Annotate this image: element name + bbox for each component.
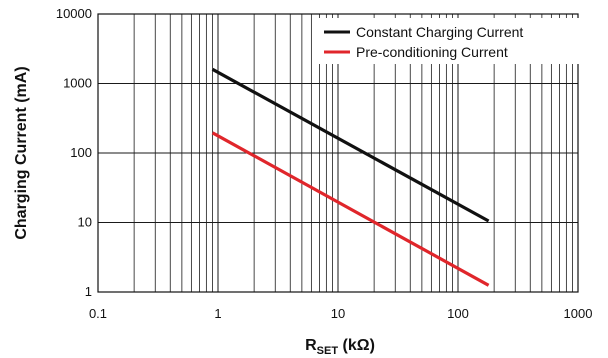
legend-label-preconditioning: Pre-conditioning Current bbox=[356, 44, 508, 60]
legend-box bbox=[314, 18, 580, 64]
x-tick-label: 10 bbox=[331, 306, 345, 321]
x-tick-label: 1000 bbox=[564, 306, 593, 321]
y-tick-label: 1 bbox=[85, 284, 92, 299]
x-tick-labels: 0.1 1 10 100 1000 bbox=[89, 306, 593, 321]
legend-label-constant: Constant Charging Current bbox=[356, 24, 523, 40]
x-axis-title-unit: (kΩ) bbox=[338, 337, 375, 354]
y-axis-title: Charging Current (mA) bbox=[13, 66, 30, 239]
x-tick-label: 1 bbox=[214, 306, 221, 321]
x-axis-title: RSET (kΩ) bbox=[305, 337, 375, 357]
y-tick-label: 100 bbox=[70, 145, 92, 160]
series-line-constant-charging bbox=[211, 67, 490, 223]
y-tick-label: 1000 bbox=[63, 76, 92, 91]
y-tick-labels: 1 10 100 1000 10000 bbox=[56, 6, 92, 299]
x-axis-title-subscript: SET bbox=[317, 345, 339, 357]
series-line-preconditioning bbox=[211, 131, 490, 287]
plot-frame bbox=[97, 13, 579, 293]
x-tick-label: 0.1 bbox=[89, 306, 107, 321]
series-lines bbox=[211, 67, 490, 287]
y-tick-label: 10000 bbox=[56, 6, 92, 21]
legend: Constant Charging Current Pre-conditioni… bbox=[314, 18, 580, 64]
y-tick-label: 10 bbox=[78, 215, 92, 230]
x-axis-title-main: R bbox=[305, 337, 317, 354]
grid bbox=[98, 14, 578, 292]
x-tick-label: 100 bbox=[447, 306, 469, 321]
